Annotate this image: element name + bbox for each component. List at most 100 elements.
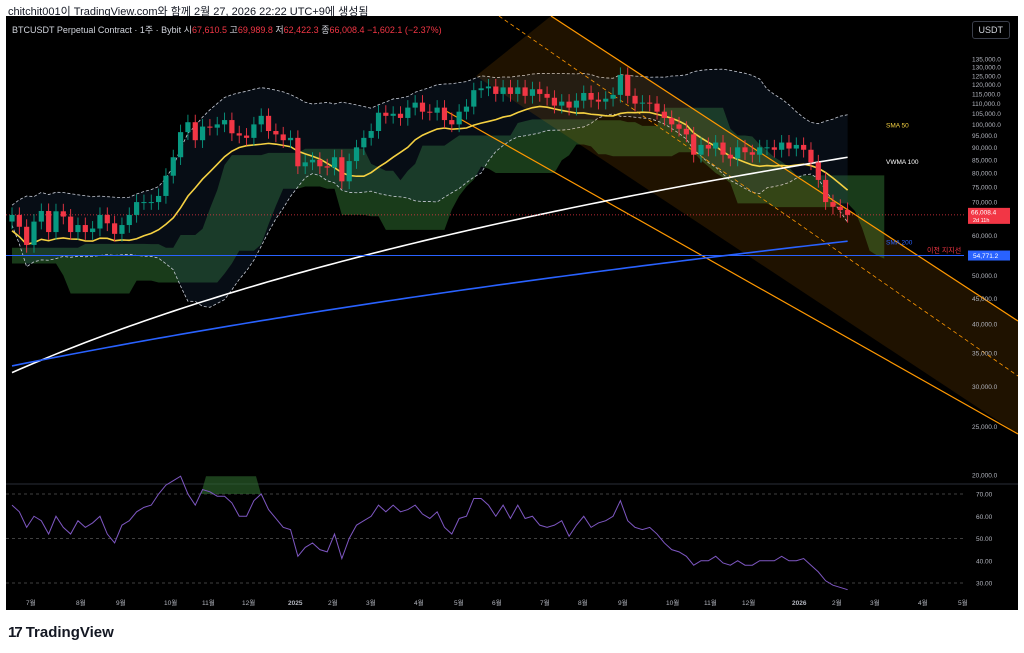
candle-body (243, 135, 250, 138)
chart-frame[interactable]: BTCUSDT Perpetual Contract · 1주 · Bybit … (6, 16, 1018, 610)
candle-body (148, 202, 154, 204)
price-tick-label: 35,000.0 (972, 351, 998, 358)
candle-body (302, 162, 308, 167)
rsi-tick-label: 50.00 (976, 536, 993, 543)
price-tick-label: 130,000.0 (972, 65, 1001, 72)
price-tick-label: 115,000.0 (972, 91, 1001, 98)
candle-body (390, 113, 396, 116)
candle-body (845, 210, 851, 215)
candle-body (53, 211, 59, 233)
rsi-pane (6, 475, 964, 591)
candle-body (229, 120, 235, 134)
ichimoku-cloud (12, 107, 885, 294)
candle-body (185, 122, 191, 133)
high-value: 69,989.8 (237, 25, 273, 35)
candle-body (478, 88, 484, 91)
candle-body (346, 161, 352, 182)
candle-body (749, 152, 755, 155)
candle-body (221, 120, 228, 125)
time-tick-label: 2026 (792, 600, 807, 607)
candle-body (9, 214, 15, 222)
candle-body (156, 195, 162, 203)
candle-body (38, 210, 44, 222)
candle-body (141, 202, 147, 204)
candle-body (192, 122, 198, 141)
rsi-line (11, 475, 848, 591)
candle-body (75, 225, 81, 233)
price-tick-label: 20,000.0 (972, 473, 998, 480)
candle-body (676, 124, 682, 129)
candle-body (68, 216, 74, 233)
price-tick-label: 50,000.0 (972, 273, 998, 280)
price-tick-label: 25,000.0 (972, 424, 998, 431)
candle-body (324, 166, 330, 168)
candle-body (31, 221, 37, 245)
price-tick-label: 45,000.0 (972, 296, 998, 303)
candle-body (126, 214, 132, 226)
candle-body (595, 99, 601, 102)
candle-body (163, 175, 169, 196)
candle-body (405, 107, 411, 118)
candle-body (82, 225, 88, 233)
open-label: 시 (183, 25, 192, 35)
candle-body (383, 112, 389, 116)
candle-body (90, 228, 96, 233)
candle-body (177, 132, 184, 158)
candle-body (339, 157, 345, 182)
time-tick-label: 12월 (742, 598, 755, 607)
time-tick-label: 12월 (242, 598, 255, 607)
close-value: 66,008.4 (329, 25, 365, 35)
candle-body (60, 211, 66, 217)
candle-body (610, 94, 616, 99)
candle-body (434, 107, 440, 113)
channel-fill (476, 16, 1018, 434)
price-tick-label: 100,000.0 (972, 122, 1001, 129)
candle-body (317, 159, 323, 167)
time-tick-label: 3월 (870, 598, 880, 607)
candle-body (104, 214, 110, 224)
candle-body (441, 107, 448, 121)
time-tick-label: 5월 (454, 598, 464, 607)
candle-body (779, 142, 785, 150)
countdown-label: 2d 11h (973, 218, 989, 224)
candle-body (786, 142, 792, 149)
time-tick-label: 10월 (164, 598, 177, 607)
price-tick-label: 90,000.0 (972, 145, 998, 152)
candle-body (830, 202, 836, 207)
candles (9, 67, 851, 253)
candle-body (720, 142, 726, 155)
candle-body (207, 126, 213, 128)
candle-body (449, 120, 455, 125)
candle-body (112, 223, 118, 234)
candle-body (199, 126, 206, 141)
currency-button[interactable]: USDT (971, 21, 1010, 39)
price-chart[interactable]: SMA 50 VWMA 100 SMA 200 이전 지지선 135,000.0130,… (6, 16, 1018, 610)
candle-body (375, 112, 382, 132)
brand-name: TradingView (25, 624, 114, 641)
price-tick-label: 40,000.0 (972, 321, 998, 328)
time-tick-label: 9월 (116, 598, 126, 607)
candle-body (661, 111, 667, 118)
time-tick-label: 9월 (618, 598, 628, 607)
candle-body (793, 144, 799, 149)
candle-body (764, 147, 770, 149)
candle-body (419, 102, 426, 112)
candle-body (46, 210, 52, 233)
support-label: 이전 지지선 (927, 246, 961, 255)
candle-body (515, 87, 521, 94)
candle-body (119, 225, 125, 234)
candle-body (632, 95, 638, 104)
candle-body (368, 131, 374, 138)
candle-body (581, 92, 587, 101)
open-value: 67,610.5 (191, 25, 228, 35)
price-tick-label: 60,000.0 (972, 233, 998, 240)
candle-body (551, 97, 558, 106)
candle-body (500, 87, 506, 94)
price-tick-label: 110,000.0 (972, 101, 1001, 108)
candle-body (691, 134, 697, 155)
candle-body (771, 147, 777, 150)
last-price-badge (968, 207, 1010, 224)
time-tick-label: 4월 (918, 598, 928, 607)
candle-body (507, 87, 514, 94)
candle-body (566, 101, 572, 108)
